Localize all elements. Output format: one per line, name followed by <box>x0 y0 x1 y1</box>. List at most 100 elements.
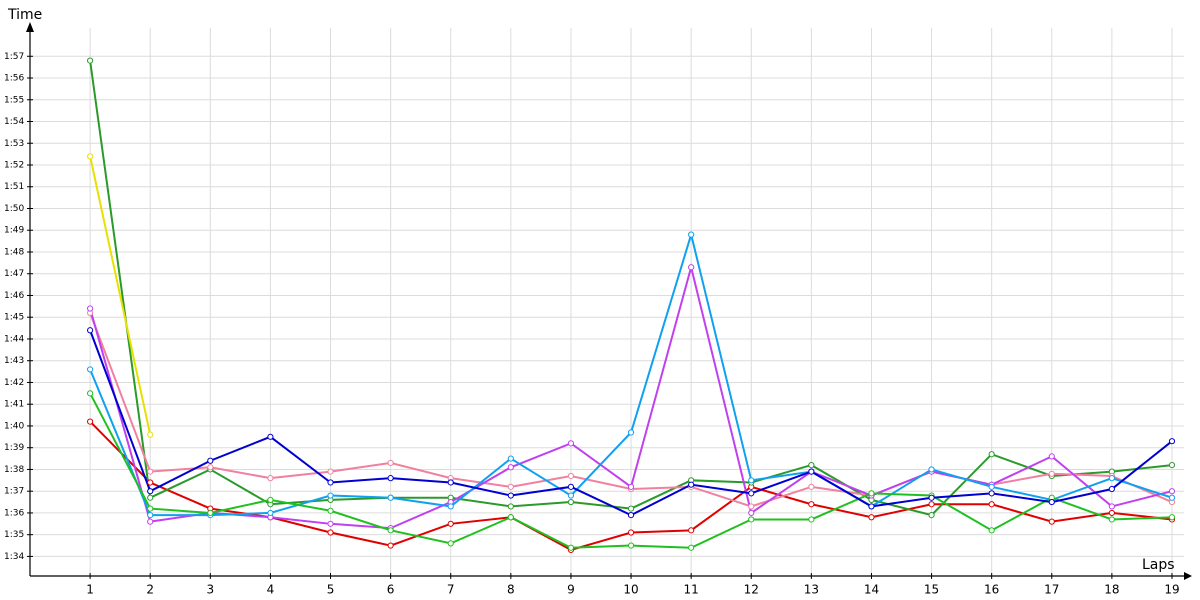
point <box>627 542 635 549</box>
point <box>327 529 334 536</box>
point <box>87 327 94 334</box>
x-tick-label: 1 <box>86 583 94 597</box>
point <box>1108 475 1115 482</box>
point <box>387 527 394 534</box>
point <box>327 507 334 514</box>
x-tick-label: 19 <box>1164 583 1179 597</box>
point <box>87 366 94 373</box>
x-tick-label: 9 <box>567 583 575 597</box>
point <box>1048 518 1055 525</box>
point <box>87 305 94 312</box>
point <box>507 514 514 521</box>
y-tick-label: 1:51 <box>4 182 24 192</box>
point <box>988 527 995 534</box>
point <box>507 503 514 510</box>
point <box>327 468 334 475</box>
point <box>507 492 514 499</box>
point <box>988 501 995 508</box>
x-tick-label: 13 <box>804 583 819 597</box>
x-tick-label: 15 <box>924 583 939 597</box>
point <box>387 542 394 549</box>
x-tick-label: 3 <box>206 583 214 597</box>
point <box>567 483 575 490</box>
point <box>988 490 995 497</box>
point <box>447 503 454 510</box>
y-axis-arrow <box>26 22 34 32</box>
point <box>1168 438 1176 445</box>
point <box>808 461 815 469</box>
point <box>147 488 154 495</box>
point <box>147 431 154 438</box>
x-tick-label: 7 <box>447 583 455 597</box>
point <box>928 466 935 473</box>
y-tick-label: 1:48 <box>4 247 24 257</box>
y-tick-label: 1:55 <box>4 95 24 105</box>
point <box>447 540 454 547</box>
x-axis-arrow <box>1184 572 1192 580</box>
point <box>267 496 274 503</box>
x-tick-label: 4 <box>267 583 275 597</box>
point <box>808 501 815 508</box>
point <box>1168 514 1176 521</box>
x-tick-label: 8 <box>507 583 515 597</box>
point <box>87 153 94 160</box>
y-tick-label: 1:38 <box>4 465 24 475</box>
point <box>87 57 94 64</box>
point <box>507 464 514 471</box>
point <box>868 490 875 497</box>
y-tick-label: 1:46 <box>4 291 24 301</box>
point <box>748 503 755 510</box>
point <box>1108 503 1115 510</box>
point <box>567 544 575 551</box>
point <box>748 477 755 484</box>
x-tick-label: 14 <box>864 583 879 597</box>
point <box>988 451 995 458</box>
point <box>567 498 575 506</box>
point <box>507 455 514 462</box>
point <box>808 468 815 475</box>
point <box>207 464 214 471</box>
point <box>147 505 154 512</box>
point <box>447 520 454 527</box>
y-tick-label: 1:54 <box>4 117 24 127</box>
point <box>1168 461 1176 469</box>
point <box>748 490 755 497</box>
point <box>147 512 154 519</box>
point <box>147 479 154 486</box>
point <box>688 481 695 488</box>
point <box>1048 470 1055 477</box>
point <box>627 512 635 519</box>
point <box>688 264 695 271</box>
x-tick-label: 5 <box>327 583 335 597</box>
point <box>327 479 334 486</box>
y-tick-label: 1:43 <box>4 356 24 366</box>
series-line <box>89 156 152 435</box>
point <box>627 529 635 536</box>
x-tick-label: 16 <box>984 583 999 597</box>
y-tick-label: 1:53 <box>4 139 24 149</box>
point <box>267 433 274 440</box>
y-tick-label: 1:36 <box>4 508 24 518</box>
point <box>567 492 575 499</box>
y-tick-label: 1:34 <box>4 552 24 562</box>
point <box>627 483 635 490</box>
point <box>507 483 514 490</box>
point <box>688 527 695 534</box>
point <box>207 457 214 464</box>
point <box>688 231 695 238</box>
point <box>147 468 154 475</box>
y-tick-label: 1:50 <box>4 204 24 214</box>
y-tick-label: 1:52 <box>4 161 24 171</box>
y-tick-label: 1:37 <box>4 487 24 497</box>
point <box>928 494 935 501</box>
point <box>627 505 635 512</box>
y-tick-label: 1:41 <box>4 400 24 410</box>
point <box>808 516 815 523</box>
y-tick-label: 1:40 <box>4 421 24 431</box>
point <box>928 501 935 508</box>
point <box>567 472 575 480</box>
point <box>387 475 394 482</box>
x-tick-label: 2 <box>146 583 154 597</box>
point <box>1108 516 1115 523</box>
